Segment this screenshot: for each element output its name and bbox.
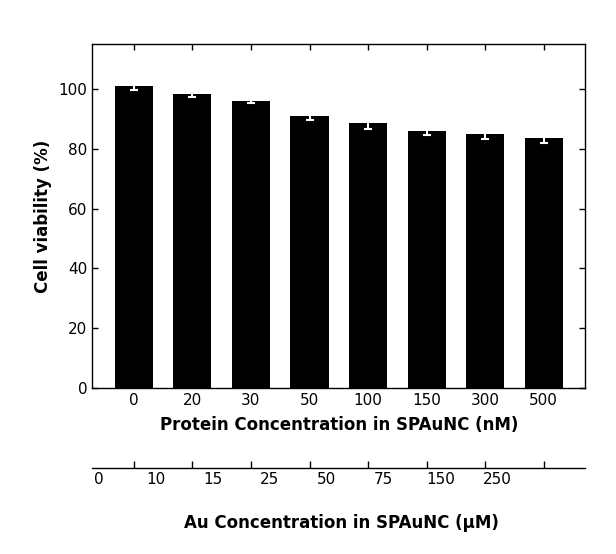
Text: 50: 50	[317, 472, 336, 487]
Bar	[408, 131, 445, 388]
Text: 250: 250	[483, 472, 512, 487]
Bar	[349, 124, 387, 388]
Bar	[173, 94, 211, 388]
Y-axis label: Cell viability (%): Cell viability (%)	[34, 140, 52, 293]
X-axis label: Protein Concentration in SPAuNC (nM): Protein Concentration in SPAuNC (nM)	[160, 416, 518, 434]
Text: 10: 10	[146, 472, 165, 487]
Text: 25: 25	[260, 472, 279, 487]
Bar	[291, 116, 328, 388]
Bar	[525, 138, 563, 388]
Text: 15: 15	[203, 472, 222, 487]
Text: 75: 75	[374, 472, 393, 487]
Bar	[115, 86, 153, 388]
Bar	[232, 101, 270, 388]
Text: 0: 0	[94, 472, 103, 487]
Bar	[466, 134, 505, 388]
Text: 150: 150	[426, 472, 455, 487]
Text: Au Concentration in SPAuNC (μM): Au Concentration in SPAuNC (μM)	[184, 514, 500, 532]
